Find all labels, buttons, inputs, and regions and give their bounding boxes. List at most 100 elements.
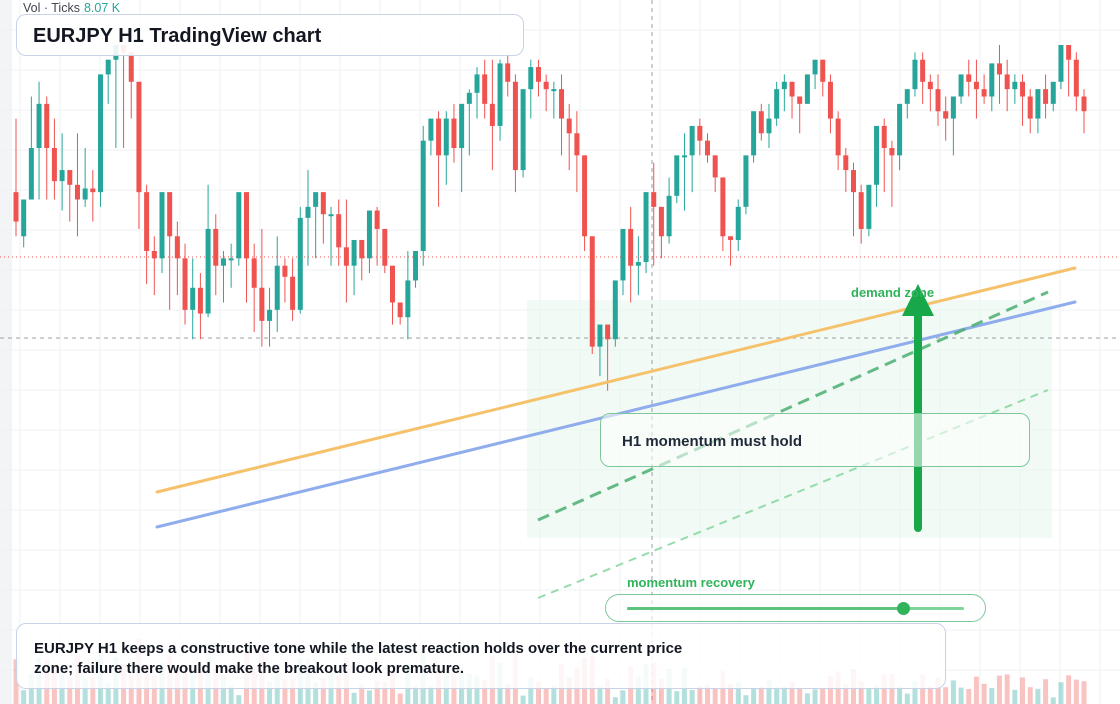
candle-body <box>428 118 434 141</box>
candle-body <box>251 258 257 288</box>
candle-body <box>781 81 787 90</box>
volume-bar <box>228 685 234 704</box>
candle-body <box>712 155 718 178</box>
candle-body <box>889 148 895 156</box>
volume-bar <box>781 686 787 704</box>
candle-body <box>159 192 165 259</box>
volume-bar <box>812 689 818 704</box>
candle-body <box>174 236 180 259</box>
volume-bar <box>336 675 342 704</box>
candle-body <box>1043 89 1049 104</box>
candle-body <box>274 265 280 310</box>
volume-bar <box>21 690 27 704</box>
volume-bar <box>989 688 995 704</box>
volume-bar <box>428 685 434 704</box>
candle-body <box>897 103 903 156</box>
candle-body <box>566 118 572 134</box>
volume-bar <box>1081 681 1087 704</box>
candle-body <box>497 63 503 126</box>
candle-body <box>105 59 111 75</box>
candle-body <box>996 63 1002 75</box>
volume-bar <box>958 687 964 704</box>
volume-bar <box>674 691 680 704</box>
candle-body <box>197 287 203 314</box>
candle-body <box>666 195 672 237</box>
volume-bar <box>236 695 242 704</box>
volume-bar <box>520 695 526 704</box>
candle-body <box>804 74 810 104</box>
volume-bar <box>858 681 864 704</box>
volume-bar <box>90 677 96 704</box>
candle-body <box>751 111 757 156</box>
volume-bar <box>505 684 511 704</box>
volume-bar <box>543 689 549 704</box>
candle-body <box>1004 74 1010 90</box>
candle-body <box>835 118 841 156</box>
volume-bar <box>282 679 288 704</box>
volume-bar <box>528 677 534 704</box>
volume-bar <box>789 682 795 704</box>
slider-knob[interactable] <box>897 602 911 615</box>
candle-body <box>459 103 465 148</box>
candle-body <box>128 52 134 82</box>
candle-body <box>812 59 818 75</box>
candle-body <box>1081 96 1087 112</box>
volume-bar <box>82 678 88 704</box>
candle-body <box>320 192 326 215</box>
volume-bar <box>1020 677 1026 704</box>
volume-bar <box>935 677 941 704</box>
volume-bar <box>151 675 157 704</box>
chart-title: EURJPY H1 TradingView chart <box>33 25 322 47</box>
volume-bar <box>766 680 772 704</box>
green-dotted-trendline[interactable] <box>537 389 1049 599</box>
candle-body <box>313 192 319 207</box>
volume-bar <box>620 690 626 704</box>
candle-body <box>28 148 34 200</box>
summary-box: EURJPY H1 keeps a constructive tone whil… <box>16 623 946 689</box>
candle-body <box>389 265 395 303</box>
candle-body <box>874 125 880 185</box>
volume-bar <box>827 675 833 704</box>
candle-body <box>290 276 296 310</box>
candle-body <box>1035 89 1041 119</box>
volume-indicator-label: Vol · Ticks 8.07 K <box>23 1 120 15</box>
candle-body <box>328 214 334 217</box>
candle-body <box>605 324 611 340</box>
candle-body <box>628 228 634 266</box>
candle-body <box>21 199 27 237</box>
green-dashed-trendline[interactable] <box>537 290 1049 522</box>
momentum-slider[interactable] <box>605 594 986 622</box>
candle-body <box>904 89 910 104</box>
volume-bar <box>605 678 611 704</box>
volume-bar <box>351 692 357 704</box>
candle-body <box>582 155 588 237</box>
candle-body <box>950 96 956 119</box>
candle-body <box>366 210 372 259</box>
volume-bar <box>67 678 73 704</box>
candle-body <box>543 81 549 90</box>
volume-bar <box>820 688 826 704</box>
volume-bar <box>597 685 603 704</box>
volume-bar <box>612 697 618 704</box>
candle-body <box>36 103 42 148</box>
candle-body <box>236 192 242 259</box>
candle-body <box>820 59 826 82</box>
momentum-note: H1 momentum must hold <box>622 433 803 450</box>
candle-body <box>1073 59 1079 97</box>
candle-body <box>151 251 157 259</box>
chart-title-box: EURJPY H1 TradingView chart <box>16 14 524 56</box>
volume-bar <box>735 682 741 704</box>
candle-body <box>436 118 442 156</box>
candle-body <box>136 81 142 193</box>
candle-body <box>797 96 803 104</box>
candle-body <box>305 206 311 218</box>
volume-bar <box>413 685 419 704</box>
volume-bar <box>843 684 849 704</box>
volume-bar <box>881 675 887 704</box>
candle-body <box>551 89 557 92</box>
volume-bar <box>397 693 403 704</box>
candle-body <box>681 155 687 158</box>
candle-body <box>1020 81 1026 97</box>
volume-bar <box>874 684 880 704</box>
